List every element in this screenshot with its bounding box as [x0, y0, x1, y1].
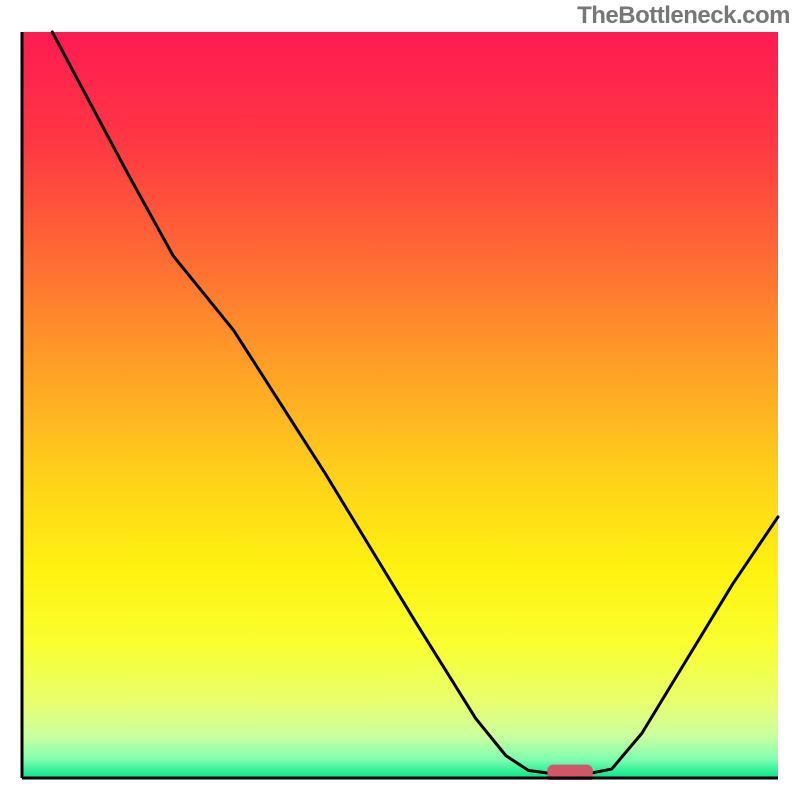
chart-container [20, 30, 780, 780]
bottleneck-chart [20, 30, 780, 780]
chart-background [22, 32, 778, 778]
watermark-text: TheBottleneck.com [577, 2, 790, 30]
